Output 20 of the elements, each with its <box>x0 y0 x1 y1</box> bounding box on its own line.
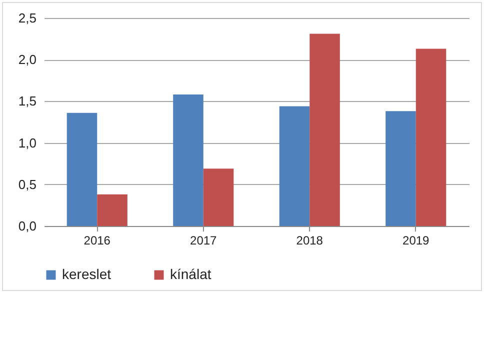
y-tick-label: 1,5 <box>18 94 36 109</box>
y-tick-label: 0,0 <box>18 218 36 234</box>
bar <box>66 112 98 226</box>
x-tick-label: 2018 <box>296 234 324 248</box>
bar <box>416 48 446 226</box>
y-tick-label: 0,5 <box>18 176 36 192</box>
legend-label: kereslet <box>62 266 112 282</box>
bar <box>310 34 340 226</box>
bar <box>97 194 128 226</box>
bar <box>203 168 234 226</box>
x-tick-label: 2019 <box>402 234 430 248</box>
y-tick-label: 2,0 <box>18 52 36 68</box>
x-tick-label: 2017 <box>190 234 218 248</box>
legend-label: kínálat <box>170 266 212 282</box>
bar <box>173 94 204 226</box>
bar <box>386 111 416 226</box>
x-tick-label: 2016 <box>84 234 111 248</box>
y-tick-label: 1,0 <box>18 135 36 150</box>
y-tick-label: 2,5 <box>18 10 36 26</box>
bar <box>279 106 310 226</box>
